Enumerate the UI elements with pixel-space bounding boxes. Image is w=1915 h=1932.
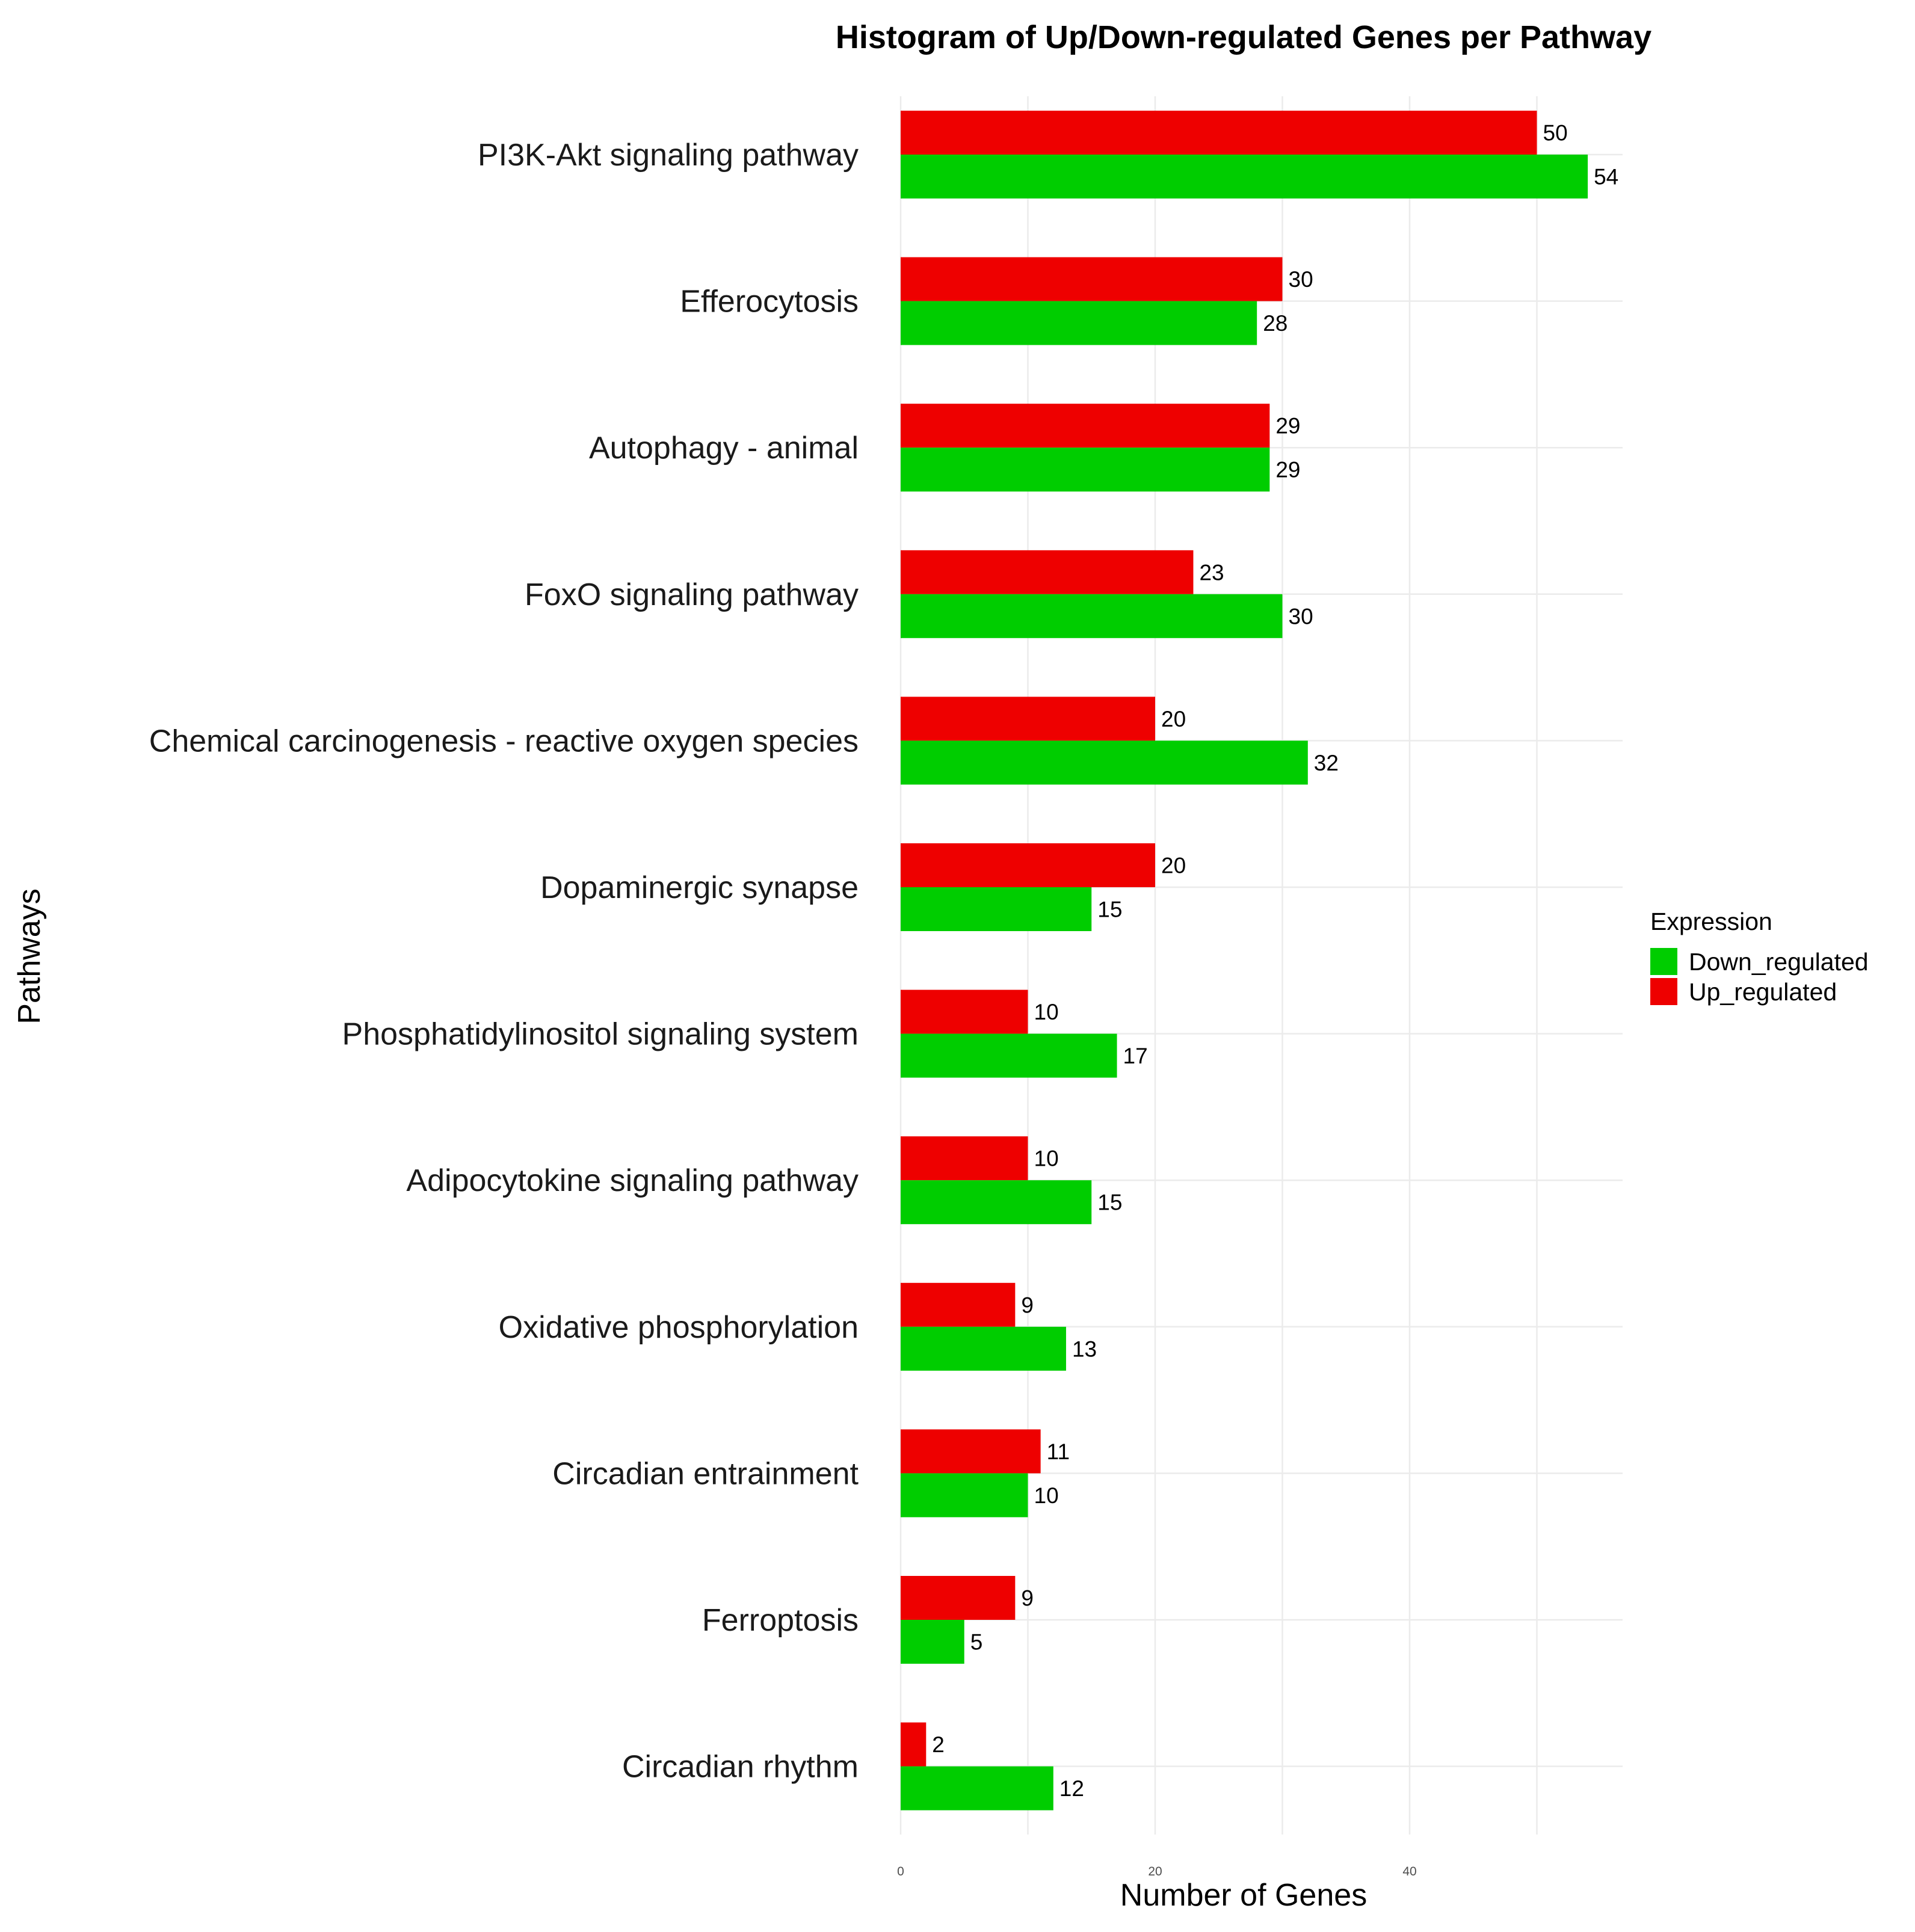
data-label-up-regulated-adipocytokine-signaling-pathway: 10 [1034,1146,1059,1171]
category-label-adipocytokine-signaling-pathway: Adipocytokine signaling pathway [406,1163,859,1198]
y-axis-title: Pathways [12,888,47,1024]
bar-down-regulated-autophagy-animal [901,448,1270,492]
bar-up-regulated-autophagy-animal [901,404,1270,448]
data-label-down-regulated-efferocytosis: 28 [1263,311,1287,336]
bar-down-regulated-efferocytosis [901,301,1257,345]
data-label-down-regulated-adipocytokine-signaling-pathway: 15 [1097,1190,1122,1215]
bar-down-regulated-foxo-signaling-pathway [901,594,1283,638]
data-label-up-regulated-circadian-rhythm: 2 [932,1732,945,1757]
legend-label-up-regulated: Up_regulated [1689,978,1837,1006]
bar-down-regulated-pi3k-akt-signaling-pathway [901,155,1588,198]
data-label-down-regulated-oxidative-phosphorylation: 13 [1072,1337,1097,1361]
bar-up-regulated-foxo-signaling-pathway [901,550,1194,594]
x-axis-tick-labels: 0 20 40 [897,1865,1417,1878]
data-label-up-regulated-phosphatidylinositol-signaling-system: 10 [1034,1000,1059,1024]
bar-down-regulated-circadian-entrainment [901,1473,1028,1518]
bar-down-regulated-adipocytokine-signaling-pathway [901,1180,1092,1225]
data-label-down-regulated-chemical-carcinogenesis-reactive-oxygen-species: 32 [1314,751,1339,775]
category-label-pi3k-akt-signaling-pathway: PI3K-Akt signaling pathway [478,138,859,173]
data-label-up-regulated-dopaminergic-synapse: 20 [1161,854,1186,878]
data-label-up-regulated-efferocytosis: 30 [1289,267,1313,292]
x-axis-title: Number of Genes [1120,1878,1367,1913]
bar-down-regulated-dopaminergic-synapse [901,887,1092,931]
data-label-down-regulated-circadian-entrainment: 10 [1034,1483,1059,1508]
category-label-chemical-carcinogenesis-reactive-oxygen-species: Chemical carcinogenesis - reactive oxyge… [149,724,859,758]
data-label-down-regulated-phosphatidylinositol-signaling-system: 17 [1123,1044,1148,1068]
bar-up-regulated-adipocytokine-signaling-pathway [901,1136,1028,1181]
data-label-down-regulated-ferroptosis: 5 [970,1630,983,1655]
category-label-foxo-signaling-pathway: FoxO signaling pathway [525,577,859,612]
data-label-up-regulated-circadian-entrainment: 11 [1047,1439,1070,1464]
bar-up-regulated-circadian-entrainment [901,1429,1041,1474]
grid [899,96,1623,1835]
category-label-phosphatidylinositol-signaling-system: Phosphatidylinositol signaling system [342,1017,859,1052]
category-label-circadian-entrainment: Circadian entrainment [552,1456,859,1491]
bar-up-regulated-pi3k-akt-signaling-pathway [901,111,1537,155]
data-label-up-regulated-chemical-carcinogenesis-reactive-oxygen-species: 20 [1161,707,1186,731]
bar-up-regulated-dopaminergic-synapse [901,843,1155,887]
category-label-autophagy-animal: Autophagy - animal [589,431,859,466]
category-label-oxidative-phosphorylation: Oxidative phosphorylation [499,1310,859,1345]
legend-label-down-regulated: Down_regulated [1689,948,1869,976]
bar-up-regulated-circadian-rhythm [901,1722,927,1767]
legend-title: Expression [1650,908,1772,935]
data-label-up-regulated-pi3k-akt-signaling-pathway: 50 [1543,121,1568,146]
data-label-up-regulated-oxidative-phosphorylation: 9 [1021,1293,1034,1317]
data-label-down-regulated-dopaminergic-synapse: 15 [1097,897,1122,922]
data-label-down-regulated-foxo-signaling-pathway: 30 [1289,604,1313,629]
category-label-dopaminergic-synapse: Dopaminergic synapse [540,870,859,905]
category-label-circadian-rhythm: Circadian rhythm [622,1750,859,1785]
bar-up-regulated-ferroptosis [901,1576,1016,1620]
bar-down-regulated-ferroptosis [901,1620,964,1664]
bar-up-regulated-oxidative-phosphorylation [901,1282,1016,1327]
bar-up-regulated-phosphatidylinositol-signaling-system [901,989,1028,1034]
y-axis-tick-labels: PI3K-Akt signaling pathway Efferocytosis A… [149,138,859,1785]
category-label-ferroptosis: Ferroptosis [702,1603,859,1638]
category-label-efferocytosis: Efferocytosis [680,285,859,319]
data-label-down-regulated-pi3k-akt-signaling-pathway: 54 [1594,165,1618,189]
data-labels: 5054302829292330203220151017101591311109… [932,121,1618,1801]
data-label-up-regulated-foxo-signaling-pathway: 23 [1199,560,1224,585]
x-tick-label: 0 [897,1865,904,1878]
bar-up-regulated-efferocytosis [901,257,1283,301]
data-label-down-regulated-autophagy-animal: 29 [1275,458,1300,482]
x-tick-label: 40 [1402,1865,1416,1878]
bar-up-regulated-chemical-carcinogenesis-reactive-oxygen-species [901,697,1155,741]
chart-title: Histogram of Up/Down-regulated Genes per… [836,19,1651,55]
legend-swatch-up-regulated [1650,978,1677,1005]
legend: Expression Down_regulated Up_regulated [1650,908,1869,1006]
x-tick-label: 20 [1148,1865,1162,1878]
data-label-up-regulated-autophagy-animal: 29 [1275,414,1300,438]
bar-down-regulated-circadian-rhythm [901,1766,1053,1810]
bar-down-regulated-chemical-carcinogenesis-reactive-oxygen-species [901,740,1308,785]
bar-down-regulated-phosphatidylinositol-signaling-system [901,1033,1117,1078]
data-label-up-regulated-ferroptosis: 9 [1021,1586,1034,1611]
bar-down-regulated-oxidative-phosphorylation [901,1326,1066,1371]
bars [901,111,1588,1810]
legend-swatch-down-regulated [1650,948,1677,975]
data-label-down-regulated-circadian-rhythm: 12 [1059,1776,1084,1801]
